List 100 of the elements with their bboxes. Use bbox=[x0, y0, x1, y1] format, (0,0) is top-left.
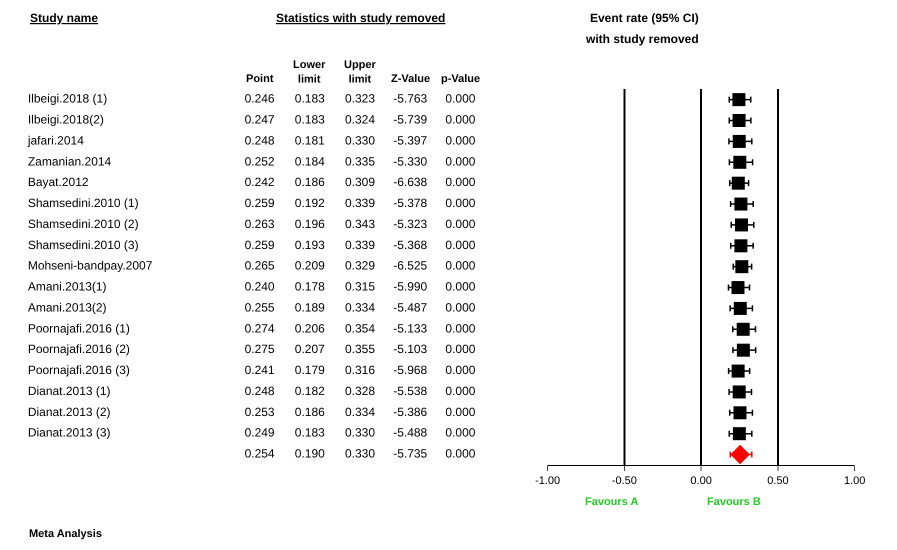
text: -5.368 bbox=[393, 238, 428, 252]
category-label: Poornajafi.2016 (1) bbox=[28, 321, 130, 336]
text: 0.253 bbox=[244, 404, 275, 419]
text: 0.000 bbox=[445, 384, 476, 398]
text: 0.339 bbox=[345, 238, 376, 252]
category-label: Dianat.2013 (1) bbox=[28, 384, 111, 398]
text: 0.315 bbox=[345, 280, 376, 294]
text: 0.000 bbox=[445, 154, 476, 168]
text: 0.330 bbox=[345, 446, 376, 461]
text: 0.207 bbox=[294, 342, 326, 356]
text: 0.335 bbox=[345, 154, 376, 168]
text: 0.186 bbox=[294, 175, 326, 190]
text: -5.739 bbox=[393, 112, 428, 127]
x-tick-label: -0.50 bbox=[612, 475, 637, 488]
text: 0.324 bbox=[345, 112, 376, 127]
text: 0.000 bbox=[445, 196, 476, 210]
text: 0.186 bbox=[294, 404, 326, 419]
text: Meta Analysis bbox=[29, 528, 102, 540]
x-tick-label: -1.00 bbox=[535, 475, 560, 488]
text: 0.183 bbox=[294, 112, 326, 127]
text: -5.735 bbox=[393, 446, 428, 461]
text: 0.193 bbox=[294, 238, 326, 252]
text: 0.000 bbox=[445, 363, 476, 378]
text: 0.000 bbox=[445, 280, 476, 294]
x-tick-label: 1.00 bbox=[844, 475, 866, 488]
category-label: Upper limit bbox=[344, 59, 376, 86]
text: 0.355 bbox=[345, 342, 376, 356]
x-tick-label: 0.50 bbox=[767, 475, 789, 488]
x-tick-label: 0.00 bbox=[690, 475, 712, 488]
text: Favours B bbox=[707, 496, 761, 508]
category-label: Dianat.2013 (3) bbox=[28, 426, 111, 440]
text: 0.343 bbox=[345, 216, 376, 231]
text: 0.178 bbox=[294, 280, 326, 294]
text: Statistics with study removed bbox=[276, 11, 446, 25]
text: -5.488 bbox=[393, 426, 428, 440]
text: 0.316 bbox=[345, 363, 376, 378]
text: 0.181 bbox=[294, 133, 326, 148]
category-label: Lower limit bbox=[293, 59, 326, 86]
text: 0.000 bbox=[445, 258, 476, 273]
text: 0.248 bbox=[244, 133, 275, 148]
text: -5.378 bbox=[393, 196, 428, 210]
text: -6.638 bbox=[393, 175, 428, 190]
text: 0.330 bbox=[345, 133, 376, 148]
category-label: Dianat.2013 (2) bbox=[28, 404, 111, 419]
text: 0.252 bbox=[244, 154, 275, 168]
text: 0.241 bbox=[244, 363, 275, 378]
category-label: p-Value bbox=[441, 73, 480, 85]
text: Favours A bbox=[585, 496, 638, 508]
category-label: Z-Value bbox=[391, 73, 430, 85]
category-label: Bayat.2012 bbox=[28, 175, 89, 190]
text: 0.259 bbox=[244, 196, 275, 210]
category-label: Ilbeigi.2018(2) bbox=[28, 112, 104, 127]
text: 0.354 bbox=[345, 321, 376, 336]
text: 0.000 bbox=[445, 133, 476, 148]
text: -5.968 bbox=[393, 363, 428, 378]
category-label: Amani.2013(2) bbox=[28, 300, 107, 314]
text: 0.000 bbox=[445, 321, 476, 336]
text: 0.328 bbox=[345, 384, 376, 398]
category-label: Shamsedini.2010 (3) bbox=[28, 238, 139, 252]
text: 0.334 bbox=[345, 300, 376, 314]
text: 0.275 bbox=[244, 342, 275, 356]
category-label: jafari.2014 bbox=[28, 133, 84, 148]
text: 0.242 bbox=[244, 175, 275, 190]
text: -6.525 bbox=[393, 258, 428, 273]
text: 0.000 bbox=[445, 112, 476, 127]
text: 0.323 bbox=[345, 92, 376, 106]
text: 0.263 bbox=[244, 216, 275, 231]
text: -5.133 bbox=[393, 321, 428, 336]
text: 0.189 bbox=[294, 300, 326, 314]
text: 0.240 bbox=[244, 280, 275, 294]
text: 0.206 bbox=[294, 321, 326, 336]
chart-title: Event rate (95% CI) bbox=[590, 11, 699, 25]
text: 0.254 bbox=[244, 446, 275, 461]
text: 0.249 bbox=[244, 426, 275, 440]
text: -5.103 bbox=[393, 342, 428, 356]
text: -5.330 bbox=[393, 154, 428, 168]
category-label: Poornajafi.2016 (3) bbox=[28, 363, 130, 378]
text: 0.274 bbox=[244, 321, 275, 336]
chart-subtitle: with study removed bbox=[585, 32, 699, 46]
category-label: Mohseni-bandpay.2007 bbox=[28, 258, 152, 273]
text: 0.000 bbox=[445, 426, 476, 440]
text: 0.183 bbox=[294, 92, 326, 106]
text: 0.196 bbox=[294, 216, 326, 231]
category-label: Poornajafi.2016 (2) bbox=[28, 342, 130, 356]
category-label: Shamsedini.2010 (1) bbox=[28, 196, 139, 210]
text: -5.990 bbox=[393, 280, 428, 294]
text: 0.190 bbox=[294, 446, 326, 461]
text: 0.246 bbox=[244, 92, 275, 106]
text: 0.265 bbox=[244, 258, 275, 273]
text: 0.179 bbox=[294, 363, 326, 378]
text: -5.386 bbox=[393, 404, 428, 419]
text: 0.000 bbox=[445, 342, 476, 356]
text: 0.183 bbox=[294, 426, 326, 440]
text: -5.487 bbox=[393, 300, 428, 314]
text: 0.184 bbox=[294, 154, 326, 168]
category-label: Shamsedini.2010 (2) bbox=[28, 216, 139, 231]
text: 0.000 bbox=[445, 175, 476, 190]
text: 0.248 bbox=[244, 384, 275, 398]
text: -5.397 bbox=[393, 133, 428, 148]
text: -5.323 bbox=[393, 216, 428, 231]
